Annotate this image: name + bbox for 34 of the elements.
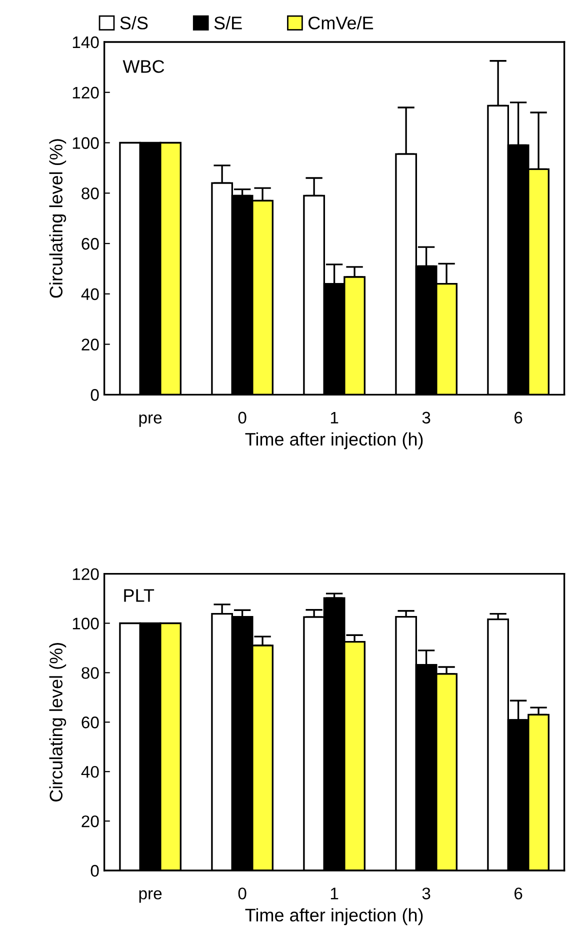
y-tick-label: 0 — [90, 864, 99, 877]
y-axis-title: Circulating level (%) — [49, 139, 66, 298]
x-tick-label: 3 — [422, 412, 430, 424]
y-axis-title: Circulating level (%) — [49, 642, 66, 802]
x-tick-label: pre — [139, 414, 162, 427]
y-tick-label: 100 — [72, 137, 99, 149]
legend-label: CmVe/E — [308, 16, 374, 30]
x-tick-label: 6 — [514, 888, 522, 900]
y-tick-label: 40 — [81, 288, 99, 300]
y-tick-label: 20 — [82, 338, 99, 350]
text: WBC — [122, 60, 164, 73]
x-tick-label: 6 — [514, 412, 522, 424]
text: PLT — [124, 589, 154, 602]
y-tick-label: 80 — [82, 667, 99, 679]
x-axis-title: Time after injection (h) — [245, 432, 423, 450]
y-tick-label: 120 — [72, 86, 99, 99]
x-tick-label: 0 — [238, 888, 246, 900]
y-tick-label: 80 — [82, 188, 99, 200]
x-tick-label: 3 — [422, 888, 430, 900]
y-tick-label: 120 — [72, 568, 99, 580]
x-tick-label: 0 — [238, 412, 246, 424]
legend-label: S/S — [120, 16, 148, 30]
y-tick-label: 40 — [81, 766, 99, 778]
y-tick-label: 140 — [72, 36, 99, 48]
x-tick-label: 1 — [330, 888, 338, 900]
legend-label: S/E — [214, 16, 242, 30]
y-tick-label: 20 — [82, 815, 99, 828]
y-tick-label: 0 — [90, 389, 99, 401]
x-axis-title: Time after injection (h) — [245, 908, 423, 926]
x-tick-label: pre — [139, 890, 162, 903]
x-tick-label: 1 — [330, 412, 338, 424]
y-tick-label: 60 — [82, 238, 99, 250]
y-tick-label: 100 — [72, 618, 99, 630]
y-tick-label: 60 — [82, 716, 99, 728]
